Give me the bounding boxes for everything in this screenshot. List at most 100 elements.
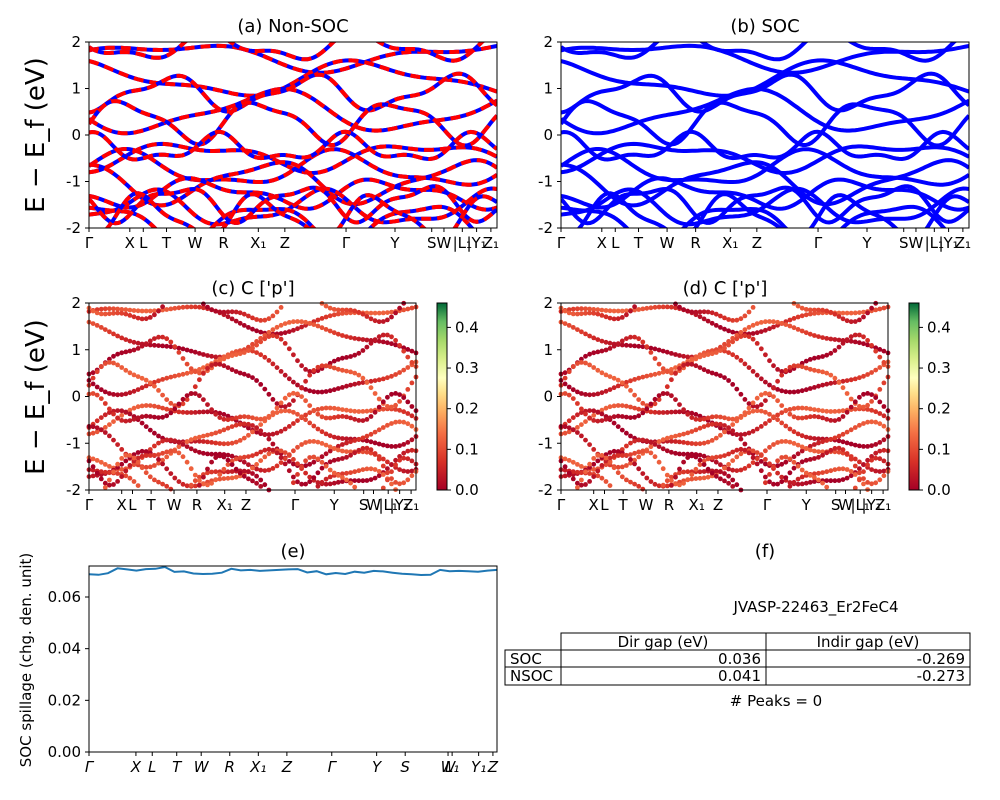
projection-point bbox=[615, 453, 621, 458]
projection-point bbox=[742, 441, 748, 447]
material-id: JVASP-22463_Er2FeC4 bbox=[732, 598, 898, 617]
projection-point bbox=[754, 341, 760, 346]
projection-point bbox=[213, 477, 219, 482]
projection-point bbox=[254, 425, 259, 431]
projection-point bbox=[803, 457, 809, 463]
projection-point bbox=[143, 383, 149, 389]
projection-point bbox=[176, 440, 182, 445]
projection-point bbox=[143, 470, 149, 476]
projection-point bbox=[401, 468, 407, 474]
xtick-label: X bbox=[589, 496, 599, 514]
ytick-label: 0 bbox=[71, 388, 81, 406]
projection-point bbox=[566, 310, 572, 316]
projection-point bbox=[258, 335, 264, 341]
projection-point bbox=[307, 372, 313, 378]
projection-point bbox=[763, 398, 768, 403]
projection-point bbox=[583, 360, 588, 366]
projection-point bbox=[603, 314, 609, 320]
projection-point bbox=[656, 347, 662, 353]
projection-point bbox=[624, 414, 629, 420]
projection-point bbox=[225, 475, 231, 481]
projection-point bbox=[656, 304, 662, 310]
projection-point bbox=[693, 412, 699, 417]
projection-point bbox=[135, 346, 141, 351]
projection-point bbox=[405, 469, 411, 474]
projection-point bbox=[90, 308, 96, 314]
projection-point bbox=[229, 367, 235, 373]
projection-point bbox=[709, 455, 715, 461]
projection-point bbox=[335, 414, 341, 420]
projection-point bbox=[791, 316, 797, 321]
projection-point bbox=[368, 450, 374, 456]
projection-point bbox=[767, 418, 772, 423]
projection-point bbox=[344, 470, 349, 476]
projection-point bbox=[660, 348, 666, 354]
projection-point bbox=[779, 410, 785, 416]
projection-point bbox=[119, 335, 125, 341]
projection-point bbox=[644, 344, 650, 350]
projection-point bbox=[803, 405, 809, 411]
projection-point bbox=[795, 476, 801, 482]
projection-point bbox=[677, 304, 682, 310]
projection-point bbox=[697, 314, 703, 320]
projection-point bbox=[877, 354, 883, 360]
projection-point bbox=[393, 419, 398, 425]
projection-point bbox=[861, 334, 866, 340]
projection-point bbox=[734, 386, 740, 392]
projection-point bbox=[865, 407, 870, 412]
projection-point bbox=[754, 404, 760, 409]
projection-point bbox=[192, 472, 198, 478]
projection-point bbox=[319, 414, 325, 420]
projection-point bbox=[209, 459, 215, 465]
projection-point bbox=[742, 410, 748, 416]
xtick-label: Z bbox=[487, 758, 499, 776]
projection-point bbox=[681, 362, 686, 368]
projection-point bbox=[812, 385, 817, 390]
projection-point bbox=[718, 348, 723, 353]
projection-point bbox=[848, 319, 854, 325]
projection-point bbox=[303, 378, 308, 384]
projection-point bbox=[816, 414, 821, 420]
projection-point bbox=[409, 447, 415, 453]
projection-point bbox=[164, 449, 170, 455]
projection-point bbox=[746, 463, 752, 469]
row-nsoc-label: NSOC bbox=[510, 667, 553, 685]
projection-point bbox=[852, 399, 858, 405]
projection-point bbox=[274, 324, 280, 330]
projection-point bbox=[795, 481, 801, 487]
projection-point bbox=[730, 335, 736, 341]
projection-point bbox=[352, 478, 358, 483]
projection-point bbox=[660, 410, 666, 415]
projection-point bbox=[713, 350, 719, 355]
projection-point bbox=[591, 467, 597, 472]
projection-point bbox=[237, 455, 243, 461]
projection-point bbox=[262, 454, 268, 460]
projection-point bbox=[583, 331, 588, 337]
projection-point bbox=[295, 479, 300, 485]
projection-point bbox=[709, 351, 715, 357]
projection-point bbox=[775, 367, 780, 372]
projection-point bbox=[852, 376, 858, 382]
projection-point bbox=[372, 409, 378, 415]
band-line-#ff0000 bbox=[89, 43, 497, 75]
projection-point bbox=[352, 381, 358, 387]
projection-point bbox=[734, 416, 740, 421]
projection-point bbox=[722, 429, 727, 435]
band-line-#ff0000 bbox=[89, 42, 486, 63]
projection-point bbox=[628, 440, 633, 446]
projection-point bbox=[836, 380, 842, 385]
projection-point bbox=[356, 478, 362, 484]
projection-point bbox=[718, 425, 723, 431]
projection-point bbox=[250, 453, 255, 458]
projection-point bbox=[233, 309, 239, 315]
projection-point bbox=[767, 444, 772, 450]
projection-point bbox=[673, 301, 678, 307]
projection-point bbox=[335, 386, 341, 391]
panel-a-ylabel: E − E_f (eV) bbox=[21, 57, 51, 213]
xtick-label: W bbox=[194, 758, 210, 776]
projection-point bbox=[685, 477, 691, 482]
projection-point bbox=[750, 322, 756, 328]
projection-point bbox=[767, 472, 772, 477]
projection-point bbox=[364, 438, 370, 444]
projection-point bbox=[160, 450, 166, 456]
